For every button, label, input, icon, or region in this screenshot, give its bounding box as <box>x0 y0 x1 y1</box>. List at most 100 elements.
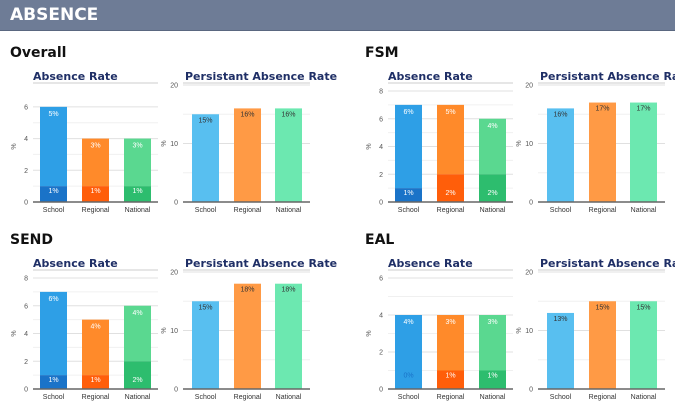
section-charts: 0 2 4 6 8% 6% 1% School 5% 2% Regional 4% 2% National… <box>366 82 665 214</box>
x-tick-label: Regional <box>82 207 110 214</box>
x-tick-label: National <box>276 394 302 401</box>
bar-upper-school <box>395 104 422 189</box>
y-tick-label: 20 <box>525 83 533 90</box>
data-label: 4% <box>90 324 100 331</box>
bar-regional <box>234 283 261 389</box>
absence-rate-title: Absence Rate <box>388 70 473 83</box>
section-send: SEND 0 2 4 6 8% 6% 1% School 4% 1% Regional 4% 2% Nati… <box>0 222 340 410</box>
y-tick-label: 20 <box>525 270 533 277</box>
bar-upper-regional <box>82 319 109 376</box>
data-label: 16% <box>240 111 254 118</box>
persistent-absence-title: Persistant Absence Rate <box>185 70 338 83</box>
y-tick-label: 20 <box>170 83 178 90</box>
section-charts: 0246%4%0%School3%1%Regional3%1%National0… <box>366 269 665 401</box>
y-tick-label: 0 <box>24 200 28 207</box>
y-tick-label: 4 <box>24 331 28 338</box>
bar-regional <box>234 108 261 202</box>
x-tick-label: National <box>125 394 151 401</box>
y-tick-label: 0 <box>529 387 533 394</box>
data-label: 1% <box>132 188 142 195</box>
absence-rate-title: Absence Rate <box>33 70 118 83</box>
bar-lower-regional <box>82 375 109 389</box>
bar-lower-school <box>395 188 422 202</box>
bar-school <box>547 108 574 202</box>
data-label: 4% <box>403 319 413 326</box>
page-header: ABSENCE <box>0 0 675 31</box>
x-tick-label: National <box>480 394 506 401</box>
data-label: 16% <box>553 111 567 118</box>
x-tick-label: Regional <box>82 394 110 401</box>
bar-upper-national <box>479 315 506 371</box>
y-axis-label: % <box>11 330 18 336</box>
data-label: 2% <box>132 377 142 384</box>
absence-rate-title: Absence Rate <box>388 257 473 270</box>
data-label: 0% <box>403 373 413 380</box>
x-tick-label: National <box>631 207 657 214</box>
y-tick-label: 4 <box>379 144 383 151</box>
bar-lower-regional <box>82 186 109 202</box>
absence-rate-chart: 0 2 4 6 8% 6% 1% School 4% 1% Regional 4% 2% National <box>11 269 158 401</box>
bar-regional <box>589 102 616 202</box>
section-fsm: FSM 0 2 4 6 8% 6% 1% School 5% 2% Regional 4% 2% Natio… <box>355 35 675 223</box>
data-label: 17% <box>595 106 609 113</box>
x-tick-label: National <box>125 207 151 214</box>
y-tick-label: 10 <box>525 141 533 148</box>
y-tick-label: 10 <box>170 328 178 335</box>
y-tick-label: 2 <box>379 350 383 357</box>
y-axis-label: % <box>161 140 168 146</box>
data-label: 15% <box>198 117 212 124</box>
y-tick-label: 6 <box>379 276 383 283</box>
y-tick-label: 2 <box>24 359 28 366</box>
persistent-absence-title: Persistant Absence Rate <box>540 70 675 83</box>
bar-regional <box>589 301 616 389</box>
y-tick-label: 8 <box>24 276 28 283</box>
bar-school <box>192 114 219 202</box>
x-tick-label: Regional <box>234 207 262 214</box>
bar-upper-national <box>124 305 151 362</box>
y-tick-label: 10 <box>170 141 178 148</box>
y-tick-label: 4 <box>379 313 383 320</box>
persistent-absence-title: Persistant Absence Rate <box>540 257 675 270</box>
y-axis-label: % <box>11 143 18 149</box>
persistent-absence-chart: 0 10 20% 15% School 16% Regional 16% National <box>161 82 310 214</box>
bar-lower-school <box>40 186 67 202</box>
data-label: 1% <box>90 377 100 384</box>
x-tick-label: School <box>195 207 217 214</box>
x-tick-label: Regional <box>234 394 262 401</box>
y-axis-label: % <box>516 327 523 333</box>
y-tick-label: 20 <box>170 270 178 277</box>
bar-lower-regional <box>437 174 464 202</box>
section-heading: Overall <box>10 45 67 61</box>
data-label: 4% <box>132 310 142 317</box>
data-label: 16% <box>281 111 295 118</box>
data-label: 3% <box>132 143 142 150</box>
bar-upper-school <box>395 315 422 389</box>
x-tick-label: Regional <box>589 207 617 214</box>
x-tick-label: Regional <box>589 394 617 401</box>
bar-lower-national <box>124 361 151 389</box>
data-label: 4% <box>487 123 497 130</box>
section-charts: 0 2 4 6 8% 6% 1% School 4% 1% Regional 4% 2% National… <box>11 269 310 401</box>
data-label: 3% <box>90 143 100 150</box>
y-axis-label: % <box>366 143 373 149</box>
section-overall: Overall 0 2 4 6% 5% 1% School 3% 1% Regional 3% 1% Na… <box>0 35 340 223</box>
data-label: 3% <box>487 319 497 326</box>
y-tick-label: 4 <box>24 136 28 143</box>
y-tick-label: 10 <box>525 328 533 335</box>
section-eal: EAL 0 2 4 6% 4% 0% School 3% 1% Regional 3% 1% Nation… <box>355 222 675 410</box>
bar-upper-regional <box>82 138 109 187</box>
x-tick-label: National <box>480 207 506 214</box>
y-tick-label: 6 <box>379 116 383 123</box>
data-label: 6% <box>48 296 58 303</box>
section-charts: 0246%5%1%School3%1%Regional3%1%National0… <box>11 82 310 214</box>
data-label: 5% <box>48 111 58 118</box>
data-label: 6% <box>403 109 413 116</box>
x-tick-label: School <box>550 207 572 214</box>
x-tick-label: Regional <box>437 394 465 401</box>
data-label: 13% <box>553 316 567 323</box>
y-axis-label: % <box>161 327 168 333</box>
bar-upper-regional <box>437 104 464 175</box>
y-tick-label: 0 <box>379 387 383 394</box>
data-label: 2% <box>445 190 455 197</box>
persistent-absence-title: Persistant Absence Rate <box>185 257 338 270</box>
